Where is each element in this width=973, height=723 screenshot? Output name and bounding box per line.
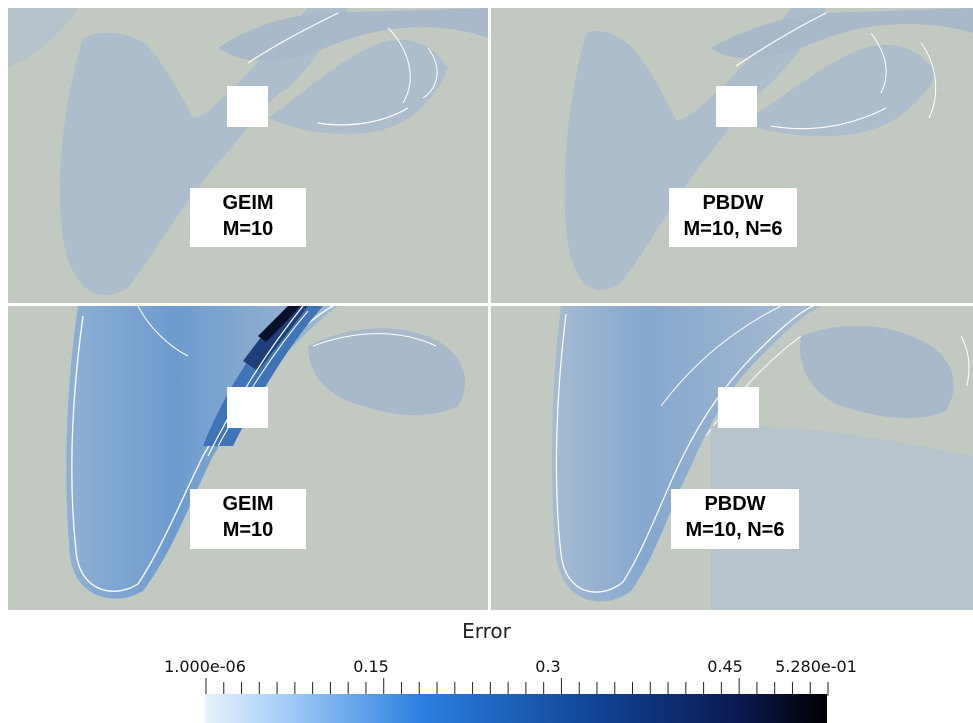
colorbar-ticks bbox=[205, 678, 829, 696]
error-field-geim-bottom bbox=[66, 306, 466, 599]
obstacle-square bbox=[227, 86, 268, 127]
colorbar-gradient bbox=[205, 694, 827, 723]
error-field-pbdw-bottom bbox=[551, 306, 973, 610]
colorbar-tick-label: 0.15 bbox=[353, 657, 389, 676]
obstacle-square bbox=[718, 387, 759, 428]
panel-geim-bottom: GEIM M=10 bbox=[8, 306, 488, 610]
panel-pbdw-top: PBDW M=10, N=6 bbox=[491, 8, 973, 303]
params-label: M=10, N=6 bbox=[685, 519, 785, 541]
params-label: M=10 bbox=[222, 218, 274, 240]
method-label: PBDW bbox=[704, 493, 766, 515]
panel-pbdw-bottom: PBDW M=10, N=6 bbox=[491, 306, 973, 610]
panel-label: PBDW M=10, N=6 bbox=[669, 188, 797, 247]
panel-geim-top: GEIM M=10 bbox=[8, 8, 488, 303]
colorbar-tick-label: 1.000e-06 bbox=[164, 657, 246, 676]
colorbar-tick-label: 0.45 bbox=[707, 657, 743, 676]
error-field-pbdw-top bbox=[564, 8, 973, 291]
colorbar-tick-label: 0.3 bbox=[535, 657, 561, 676]
panel-label: PBDW M=10, N=6 bbox=[671, 489, 799, 549]
params-label: M=10 bbox=[222, 519, 274, 541]
params-label: M=10, N=6 bbox=[683, 218, 783, 240]
panel-label: GEIM M=10 bbox=[190, 188, 306, 247]
method-label: GEIM bbox=[222, 493, 274, 515]
obstacle-square bbox=[227, 387, 268, 428]
error-field-geim-top bbox=[8, 8, 488, 296]
colorbar-title: Error bbox=[462, 619, 511, 643]
method-label: PBDW bbox=[702, 192, 764, 214]
colorbar-tick-label: 5.280e-01 bbox=[775, 657, 857, 676]
method-label: GEIM bbox=[222, 192, 274, 214]
panel-label: GEIM M=10 bbox=[190, 489, 306, 549]
obstacle-square bbox=[716, 86, 757, 127]
